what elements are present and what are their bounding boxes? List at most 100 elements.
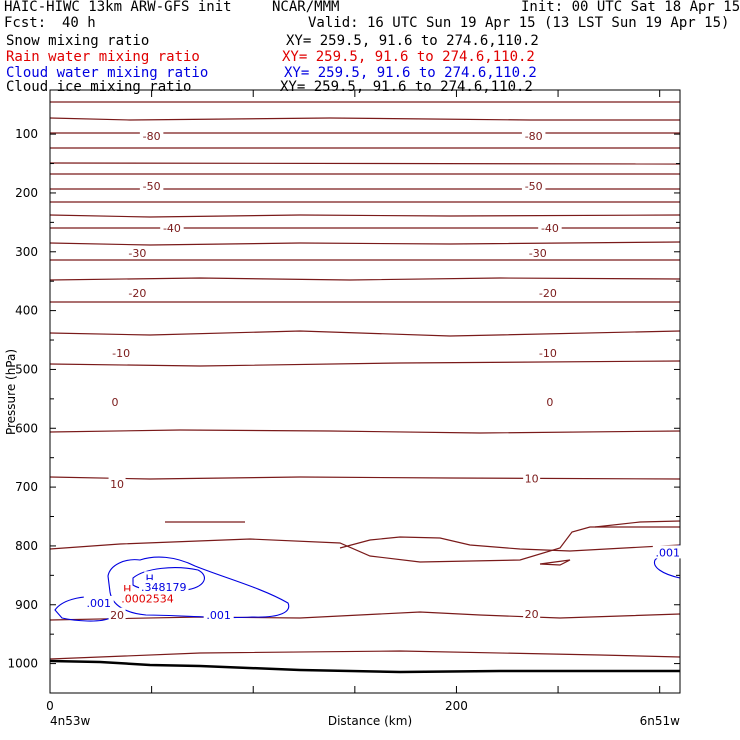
cloud-water-label-bg — [203, 607, 234, 621]
contour-line — [49, 214, 681, 218]
y-tick-label: 400 — [15, 304, 38, 318]
temperature-label: 20 — [525, 608, 539, 621]
temperature-label: 0 — [546, 396, 553, 409]
temperature-label: -30 — [128, 247, 146, 260]
temperature-label-bg — [536, 285, 560, 299]
cloud-water-label: .001 — [656, 546, 681, 559]
contour-line — [49, 476, 681, 480]
temperature-label-bg — [521, 178, 546, 192]
contour-line — [539, 559, 571, 566]
x-endpoint-left: 4n53w — [50, 714, 91, 728]
org-label: NCAR/MMM — [272, 0, 340, 15]
contour-line — [49, 330, 681, 337]
fcst-value: 40 h — [62, 15, 96, 31]
temperature-label-bg — [525, 245, 550, 259]
field-name-cloud-water: Cloud water mixing ratio — [6, 65, 209, 81]
cloud-water-label-bg — [652, 545, 683, 559]
x-tick-label: 200 — [445, 699, 468, 713]
ground-surface — [49, 659, 680, 674]
fcst-label: Fcst: — [4, 15, 47, 31]
contour-line — [49, 241, 681, 246]
temperature-label: 10 — [525, 472, 539, 485]
y-tick-label: 600 — [15, 421, 38, 435]
temperature-label-bg — [109, 345, 133, 359]
contour-line — [339, 536, 681, 552]
cloud-water-label: .348179 — [141, 581, 187, 594]
contour-line — [594, 520, 681, 528]
contour-line — [49, 162, 681, 165]
x-tick-label: 0 — [46, 699, 54, 713]
temperature-label-bg — [521, 128, 546, 142]
contour-line — [49, 117, 680, 121]
temperature-label: -80 — [525, 130, 543, 143]
temperature-label: -20 — [539, 287, 557, 300]
cloud-water-label: .001 — [87, 597, 112, 610]
temperature-label-bg — [523, 607, 541, 621]
temperature-label-bg — [108, 607, 126, 621]
temperature-label: -40 — [541, 222, 559, 235]
contour-line — [49, 526, 680, 563]
cloud-water-label: .001 — [206, 609, 231, 622]
rain-label: .0002534 — [121, 592, 174, 605]
contour-line — [49, 611, 681, 621]
temperature-label-bg — [139, 178, 164, 192]
x-axis-label: Distance (km) — [328, 714, 412, 728]
temperature-label: -80 — [143, 130, 161, 143]
x-endpoint-right: 6n51w — [640, 714, 681, 728]
cloud-water-label: H — [145, 572, 153, 585]
temperature-label: -20 — [128, 287, 146, 300]
temperature-label-bg — [523, 471, 541, 485]
field-xy-cloud-water: XY= 259.5, 91.6 to 274.6,110.2 — [284, 65, 537, 81]
rain-label-bg — [119, 591, 176, 605]
temperature-label: -10 — [112, 347, 130, 360]
rain-label: H — [123, 583, 131, 596]
temperature-label-bg — [160, 221, 184, 235]
temperature-label: 0 — [112, 396, 119, 409]
cloud-water-contour — [107, 556, 290, 619]
temperature-label-bg — [109, 394, 121, 408]
temperature-label-bg — [538, 221, 562, 235]
temperature-label: 10 — [110, 478, 124, 491]
rain-label-bg — [121, 581, 133, 595]
valid-time: Valid: 16 UTC Sun 19 Apr 15 (13 LST Sun … — [308, 15, 730, 31]
temperature-label-bg — [139, 128, 164, 142]
y-tick-label: 300 — [15, 245, 38, 259]
temperature-label-bg — [125, 285, 150, 299]
temperature-label-bg — [536, 345, 560, 359]
temperature-label: -50 — [525, 180, 543, 193]
contour-line — [49, 650, 681, 660]
cloud-water-label-bg — [144, 571, 155, 585]
contour-line — [49, 429, 681, 434]
temperature-label-bg — [544, 394, 556, 408]
y-axis-label: Pressure (hPa) — [4, 349, 18, 435]
field-xy-snow: XY= 259.5, 91.6 to 274.6,110.2 — [286, 33, 539, 49]
contour-line — [49, 277, 681, 281]
temperature-label-bg — [108, 477, 126, 491]
cloud-water-label-bg — [83, 595, 114, 609]
model-title: HAIC-HIWC 13km ARW-GFS init — [4, 0, 232, 15]
field-xy-cloud-ice: XY= 259.5, 91.6 to 274.6,110.2 — [280, 79, 533, 95]
init-time: Init: 00 UTC Sat 18 Apr 15 — [521, 0, 740, 15]
temperature-label: -10 — [539, 347, 557, 360]
y-tick-label: 800 — [15, 539, 38, 553]
contour-labels: -80 -80 -50 -50 -40 -40 -30 -30 -20 -20 -10 -10 0 0 10… — [83, 128, 683, 622]
field-name-rain: Rain water mixing ratio — [6, 49, 200, 65]
field-name-cloud-ice: Cloud ice mixing ratio — [6, 79, 192, 95]
temperature-label: -40 — [163, 222, 181, 235]
y-tick-label: 500 — [15, 362, 38, 376]
y-tick-label: 900 — [15, 598, 38, 612]
cloud-water-label-bg — [139, 580, 189, 594]
field-name-snow: Snow mixing ratio — [6, 33, 150, 49]
temperature-label-bg — [125, 245, 150, 259]
y-tick-label: 700 — [15, 480, 38, 494]
contour-line — [49, 360, 681, 367]
y-tick-label: 100 — [15, 127, 38, 141]
field-xy-rain: XY= 259.5, 91.6 to 274.6,110.2 — [282, 49, 535, 65]
temperature-label: -30 — [529, 247, 547, 260]
temperature-label: -50 — [143, 180, 161, 193]
y-tick-label: 200 — [15, 186, 38, 200]
temperature-label: 20 — [110, 609, 124, 622]
y-tick-label: 1000 — [7, 657, 38, 671]
